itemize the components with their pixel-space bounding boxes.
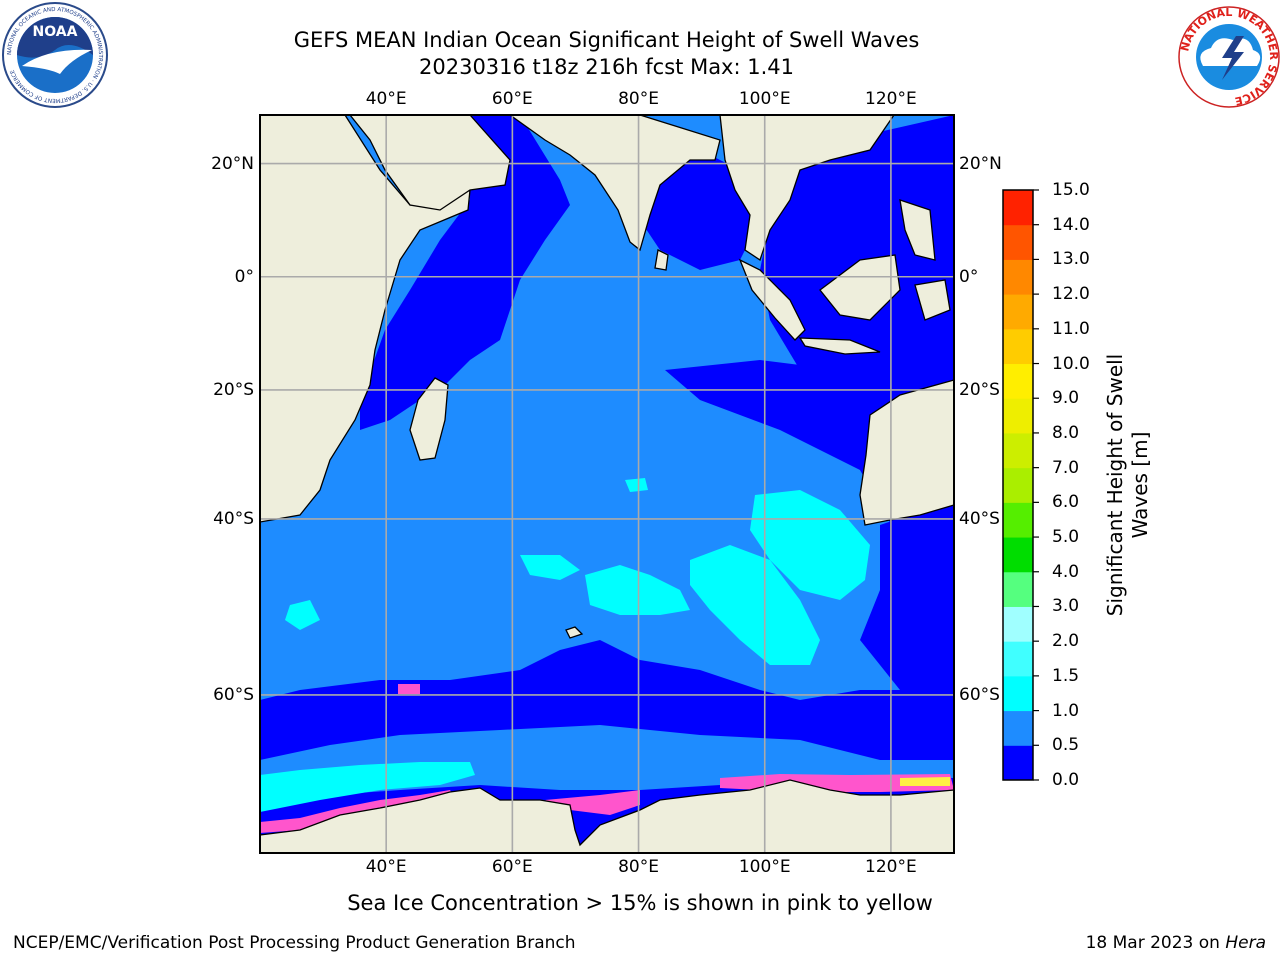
tick-label-left: 0° <box>234 266 254 287</box>
sea-ice-note: Sea Ice Concentration > 15% is shown in … <box>347 891 933 915</box>
colorbar-swatch <box>1003 294 1033 330</box>
tick-label-bottom: 60°E <box>491 857 533 877</box>
colorbar-label: 3.0 <box>1052 596 1080 617</box>
tick-label-right: 0° <box>959 266 979 287</box>
tick-label-right: 60°S <box>959 684 1000 705</box>
colorbar-label: 2.0 <box>1052 631 1080 652</box>
colorbar-label: 1.0 <box>1052 700 1080 721</box>
tick-label-top: 40°E <box>365 89 407 109</box>
colorbar-swatch <box>1003 571 1033 607</box>
tick-label-bottom: 100°E <box>738 857 791 877</box>
chart-subtitle: 20230316 t18z 216h fcst Max: 1.41 <box>419 55 794 79</box>
footer-date: 18 Mar 2023 on Hera <box>1086 932 1266 954</box>
colorbar-swatch <box>1003 432 1033 469</box>
gridlines <box>260 115 954 853</box>
colorbar-label: 9.0 <box>1052 388 1080 409</box>
tick-label-left: 20°N <box>211 153 254 174</box>
tick-label-bottom: 120°E <box>865 857 917 877</box>
tick-label-top: 120°E <box>865 89 917 109</box>
tick-label-left: 40°S <box>213 508 254 529</box>
colorbar-title-line2: Waves [m] <box>1128 431 1152 539</box>
tick-label-left: 20°S <box>213 379 254 400</box>
colorbar-label: 13.0 <box>1052 249 1090 270</box>
colorbar-title-line1: Significant Height of Swell <box>1103 353 1127 617</box>
colorbar-label: 12.0 <box>1052 284 1090 305</box>
tick-label-bottom: 40°E <box>365 857 407 877</box>
colorbar-label: 10.0 <box>1052 353 1090 374</box>
land-masses <box>260 115 954 853</box>
tick-label-right: 20°N <box>959 153 1002 174</box>
chart-title: GEFS MEAN Indian Ocean Significant Heigh… <box>293 28 920 52</box>
map-frame <box>259 114 955 854</box>
footer-date-text: 18 Mar 2023 on <box>1085 933 1226 953</box>
footer-credit: NCEP/EMC/Verification Post Processing Pr… <box>13 933 576 953</box>
colorbar-swatch <box>1003 467 1033 503</box>
colorbar-swatch <box>1003 259 1033 295</box>
colorbar-label: 5.0 <box>1052 527 1080 548</box>
colorbar-swatch <box>1003 502 1033 538</box>
colorbar-swatch <box>1003 328 1033 365</box>
colorbar-label: 7.0 <box>1052 457 1080 478</box>
colorbar-label: 8.0 <box>1052 422 1080 443</box>
colorbar-swatch <box>1003 363 1033 399</box>
colorbar-swatch <box>1003 641 1033 677</box>
colorbar-swatch <box>1003 606 1033 642</box>
colorbar-swatch <box>1003 675 1033 712</box>
footer-host: Hera <box>1225 933 1266 953</box>
tick-label-right: 40°S <box>959 508 1000 529</box>
colorbar-ticks <box>1033 189 1039 781</box>
colorbar-label: 4.0 <box>1052 561 1080 582</box>
colorbar-label: 0.5 <box>1052 735 1080 756</box>
map-area <box>260 115 954 853</box>
colorbar-label: 6.0 <box>1052 492 1080 513</box>
colorbar-label: 14.0 <box>1052 214 1090 235</box>
colorbar-frame <box>1002 189 1034 781</box>
colorbar-swatch <box>1003 537 1033 573</box>
colorbar-swatch <box>1003 224 1033 260</box>
nws-logo: NATIONAL WEATHER SERVICE <box>1178 6 1280 108</box>
colorbar-label: 11.0 <box>1052 318 1090 339</box>
tick-label-top: 60°E <box>491 89 533 109</box>
tick-label-left: 60°S <box>213 684 254 705</box>
colorbar-swatch <box>1003 190 1033 226</box>
tick-label-top: 100°E <box>738 89 791 109</box>
colorbar <box>1003 190 1033 781</box>
tick-label-top: 80°E <box>618 89 659 109</box>
colorbar-label: 15.0 <box>1052 180 1090 200</box>
colorbar-swatch <box>1003 745 1033 781</box>
colorbar-swatch <box>1003 398 1033 434</box>
tick-label-bottom: 80°E <box>618 857 659 877</box>
tick-label-right: 20°S <box>959 379 1000 400</box>
colorbar-label: 0.0 <box>1052 770 1080 790</box>
colorbar-swatch <box>1003 710 1033 746</box>
swell-1p0-1p5-regions <box>260 478 870 812</box>
colorbar-label: 1.5 <box>1052 665 1080 686</box>
noaa-logo-text: NOAA <box>33 24 78 40</box>
noaa-logo: NOAA NATIONAL OCEANIC AND ATMOSPHERIC AD… <box>2 2 108 108</box>
